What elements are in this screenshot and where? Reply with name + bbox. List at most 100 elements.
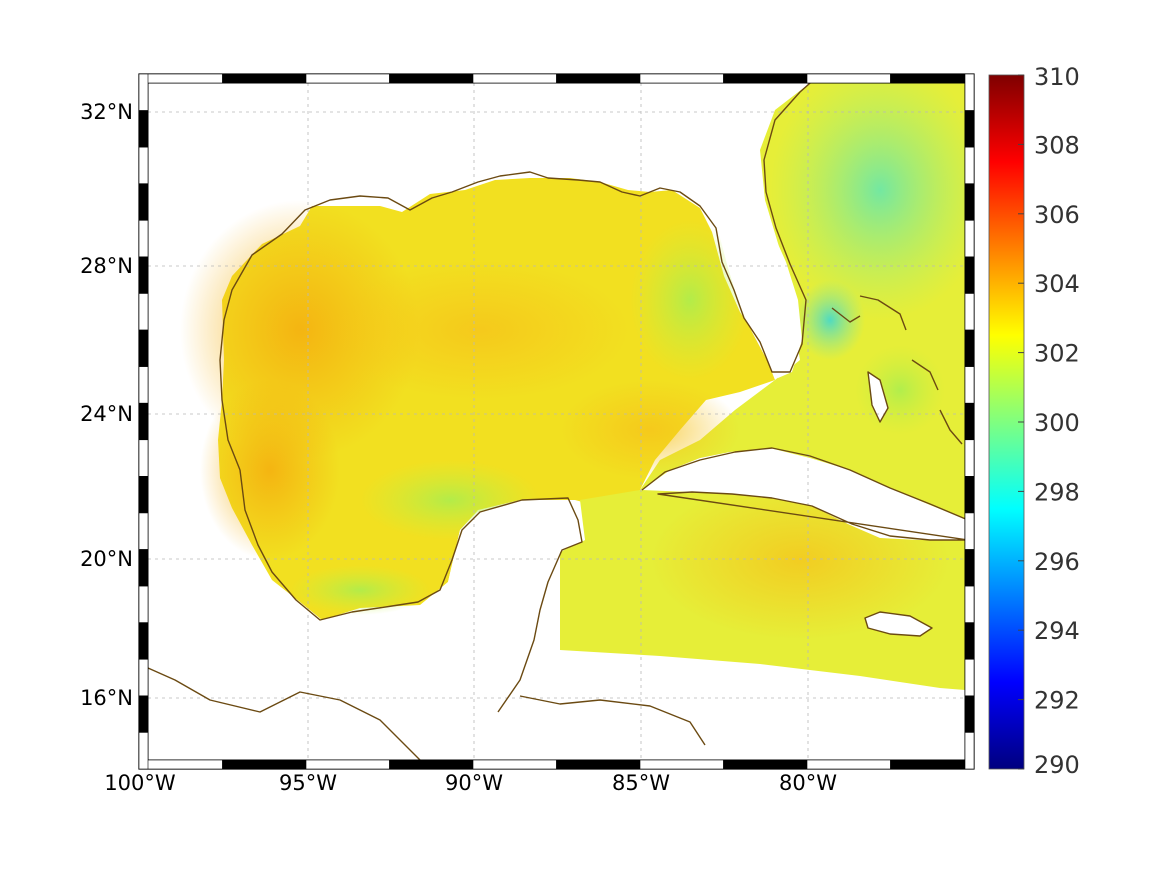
frame-segment xyxy=(138,585,149,623)
green-patch-yucatan-shelf xyxy=(290,565,430,615)
x-tick-label: 95°W xyxy=(279,771,337,795)
coastline-cuba xyxy=(641,447,965,541)
x-tick-label: 90°W xyxy=(445,771,503,795)
frame-segment xyxy=(723,759,808,770)
frame-segment xyxy=(138,110,149,148)
frame-segment xyxy=(964,549,975,587)
sst-field xyxy=(180,83,965,690)
frame-segment xyxy=(639,73,724,84)
cuba-island xyxy=(642,448,965,540)
frame-segment xyxy=(964,476,975,514)
frame-segment xyxy=(964,146,975,185)
florida-peninsula xyxy=(700,150,802,378)
coastline-central-america xyxy=(148,667,706,760)
warm-patch-central-gulf xyxy=(330,260,630,400)
frame-segment xyxy=(964,110,975,148)
colorbar-tick-label: 296 xyxy=(1034,548,1080,576)
frame-segment xyxy=(556,73,641,84)
warm-patch-loop-current xyxy=(560,380,740,480)
frame-segment xyxy=(138,293,149,331)
green-patch-florida-shelf xyxy=(630,220,750,380)
frame-segment xyxy=(964,622,975,660)
frame-segment xyxy=(964,585,975,623)
y-tick-label: 32°N xyxy=(80,100,133,124)
frame-segment xyxy=(138,695,149,733)
land-mask xyxy=(148,150,965,760)
colorbar-tick-label: 290 xyxy=(1034,751,1080,779)
frame-segment xyxy=(138,622,149,660)
yucatan-peninsula xyxy=(420,500,585,650)
frame-segment xyxy=(138,329,149,367)
andros-island xyxy=(868,372,888,422)
frame-segment xyxy=(964,256,975,294)
frame-segment xyxy=(964,732,975,770)
colorbar-tick-label: 304 xyxy=(1034,270,1080,298)
frame-segment xyxy=(138,732,149,770)
frame-segment xyxy=(890,759,975,770)
y-tick-label: 24°N xyxy=(80,402,133,426)
colorbar-tick-label: 294 xyxy=(1034,617,1080,645)
frame-segment xyxy=(138,73,149,111)
colorbar-tick-label: 308 xyxy=(1034,131,1080,159)
frame-segment xyxy=(389,759,474,770)
frame-scale-segments xyxy=(138,73,975,770)
frame-segment xyxy=(964,402,975,441)
frame-segment xyxy=(964,329,975,367)
colorbar-tick-label: 292 xyxy=(1034,687,1080,715)
cool-patch-florida-straits xyxy=(795,280,865,360)
frame-segment xyxy=(138,402,149,441)
colorbar-tick-label: 310 xyxy=(1034,63,1080,91)
frame-segment xyxy=(806,759,891,770)
coastline-mexico xyxy=(239,469,583,713)
y-tick-label: 16°N xyxy=(80,686,133,710)
colorbar-tick-label: 298 xyxy=(1034,478,1080,506)
graticule xyxy=(148,83,965,760)
frame-segment xyxy=(964,293,975,331)
colorbar-tick-label: 302 xyxy=(1034,340,1080,368)
frame-segment xyxy=(472,759,557,770)
frame-segment xyxy=(305,73,390,84)
frame-segment xyxy=(138,183,149,221)
x-axis-labels: 100°W 95°W 90°W 85°W 80°W xyxy=(104,771,837,795)
warm-patch-sw-gulf xyxy=(200,380,340,560)
map-frame xyxy=(138,73,975,770)
x-tick-label: 85°W xyxy=(612,771,670,795)
frame-segment xyxy=(138,146,149,185)
y-tick-label: 20°N xyxy=(80,547,133,571)
frame-segment xyxy=(964,183,975,221)
frame-segment xyxy=(389,73,474,84)
coastline-bahamas xyxy=(831,295,963,445)
frame-segment xyxy=(222,759,307,770)
frame-segment xyxy=(964,220,975,258)
y-tick-label: 28°N xyxy=(80,254,133,278)
coastline-gulf xyxy=(219,83,812,471)
colorbar-tick-label: 306 xyxy=(1034,201,1080,229)
colorbar-tick-label: 300 xyxy=(1034,409,1080,437)
frame-segment xyxy=(890,73,975,84)
frame-segment xyxy=(138,512,149,550)
frame-segment xyxy=(806,73,891,84)
frame-segment xyxy=(138,476,149,514)
frame-segment xyxy=(138,658,149,697)
y-axis-labels: 32°N 28°N 24°N 20°N 16°N xyxy=(80,100,133,710)
frame-segment xyxy=(964,73,975,111)
colorbar: 290 292 294 296 298 300 302 304 306 308 310 xyxy=(988,63,1080,779)
colorbar-ticks: 290 292 294 296 298 300 302 304 306 308 310 xyxy=(1018,63,1080,779)
frame-segment xyxy=(138,256,149,294)
cool-patch-atlantic xyxy=(770,83,965,320)
jamaica-island xyxy=(865,612,932,636)
frame-segment xyxy=(138,759,223,770)
frame-segment xyxy=(639,759,724,770)
x-tick-label: 100°W xyxy=(104,771,176,795)
frame-segment xyxy=(964,512,975,550)
frame-segment xyxy=(964,658,975,697)
frame-segment xyxy=(138,366,149,404)
frame-segment xyxy=(472,73,557,84)
frame-segment xyxy=(138,549,149,587)
central-america-landmass xyxy=(148,668,420,760)
frame-segment xyxy=(138,220,149,258)
frame-segment xyxy=(723,73,808,84)
frame-segment xyxy=(964,439,975,477)
coastlines xyxy=(148,83,965,760)
